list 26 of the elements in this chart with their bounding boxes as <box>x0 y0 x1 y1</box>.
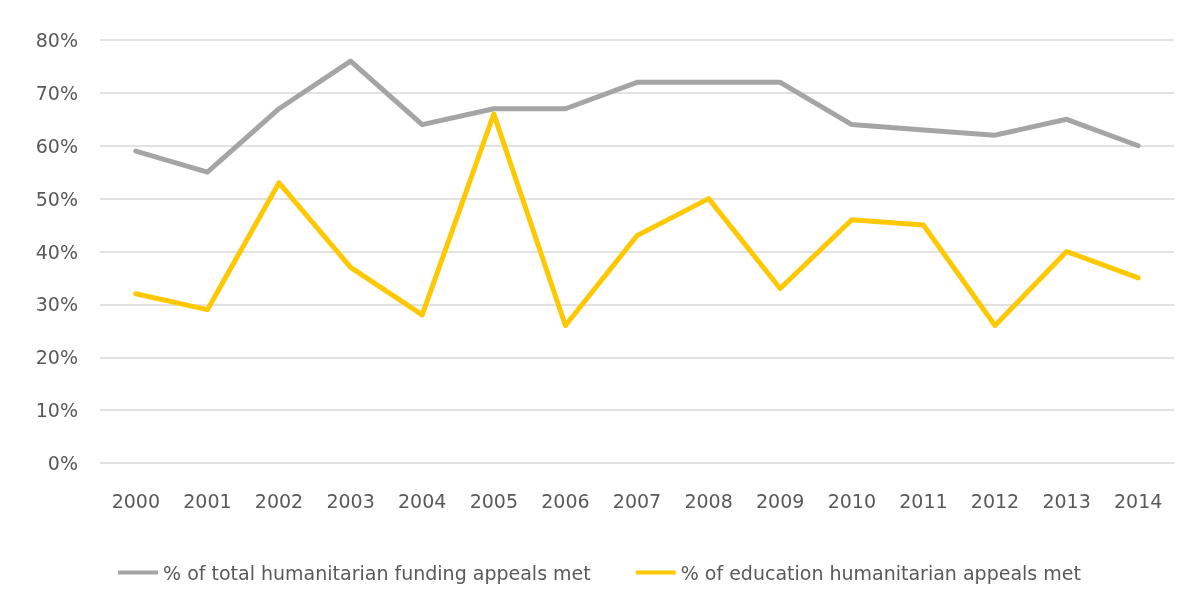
x-tick-label: 2007 <box>612 489 662 512</box>
y-tick-label: 60% <box>35 134 78 157</box>
y-tick-label: 20% <box>35 346 78 369</box>
x-tick-label: 2012 <box>970 489 1020 512</box>
x-tick-label: 2006 <box>541 489 590 512</box>
y-tick-label: 0% <box>47 452 78 474</box>
y-tick-label: 40% <box>35 240 78 263</box>
legend-label: % of education humanitarian appeals met <box>680 561 1081 584</box>
x-tick-label: 2002 <box>254 489 304 512</box>
y-tick-label: 70% <box>35 81 78 104</box>
x-tick-label: 2011 <box>899 489 948 512</box>
y-tick-label: 10% <box>35 399 78 422</box>
x-tick-label: 2000 <box>111 489 160 512</box>
legend-label: % of total humanitarian funding appeals met <box>163 561 591 584</box>
x-tick-label: 2014 <box>1114 489 1163 512</box>
y-tick-label: 30% <box>35 293 78 316</box>
x-tick-label: 2009 <box>756 489 805 512</box>
x-tick-label: 2001 <box>183 489 232 512</box>
x-tick-label: 2013 <box>1042 489 1091 512</box>
x-tick-label: 2010 <box>827 489 876 512</box>
x-tick-label: 2008 <box>684 489 733 512</box>
y-tick-label: 80% <box>35 29 78 51</box>
y-tick-label: 50% <box>35 187 78 210</box>
x-tick-label: 2003 <box>326 489 375 512</box>
x-tick-label: 2004 <box>398 489 447 512</box>
x-tick-label: 2005 <box>469 489 518 512</box>
